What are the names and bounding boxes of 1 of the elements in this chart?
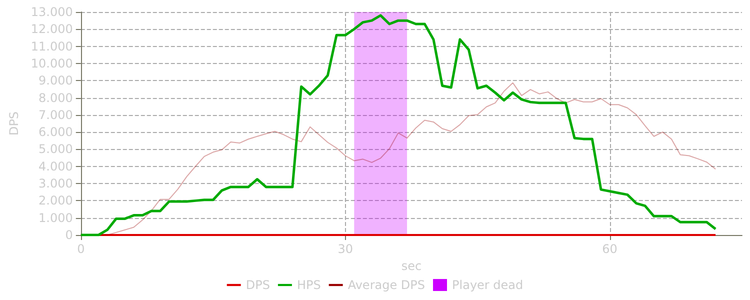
line-series [80,14,717,236]
